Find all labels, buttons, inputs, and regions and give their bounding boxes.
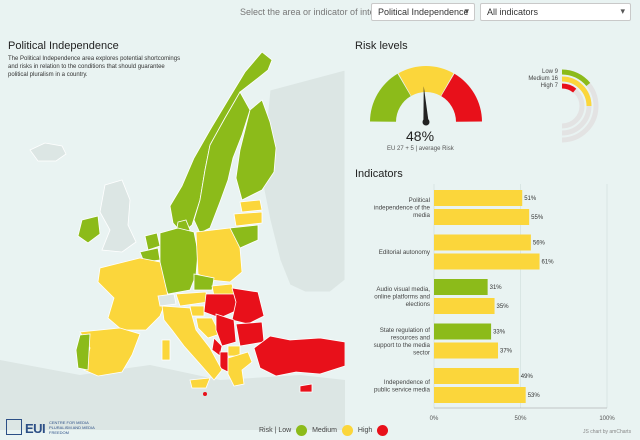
chevron-down-icon: ▾ (620, 6, 625, 16)
indicators-title: Indicators (355, 168, 403, 180)
gauge-hub (422, 118, 430, 126)
x-tick-label: 100% (599, 416, 615, 422)
bar[interactable] (434, 387, 526, 403)
logo-mark (6, 419, 22, 435)
area-select-value: Political Independence (378, 7, 469, 17)
indicator-select-value: All indicators (487, 7, 539, 17)
bar[interactable] (434, 234, 531, 251)
risk-count-rings (561, 69, 599, 143)
ring-label-medium: Medium 16 (528, 76, 558, 82)
map-country-finland[interactable] (235, 99, 277, 201)
x-tick-label: 50% (514, 416, 527, 422)
map-country-portugal[interactable] (75, 333, 91, 371)
legend-low-swatch (296, 425, 308, 436)
ring-low (561, 69, 591, 87)
category-label: Audio visual media, online platforms and e… (374, 286, 430, 308)
chevron-down-icon: ▾ (464, 6, 469, 16)
map-country-romania[interactable] (231, 287, 265, 325)
risk-gauge (370, 66, 482, 126)
bar-value-label: 35% (497, 304, 510, 310)
map-country-norway[interactable] (169, 51, 273, 234)
europe-map[interactable] (0, 30, 345, 430)
map-country-turkey[interactable] (253, 335, 345, 377)
chart-credit: JS chart by amCharts (583, 429, 632, 435)
risk-levels-title: Risk levels (355, 40, 408, 52)
map-country-netherlands[interactable] (144, 232, 161, 251)
map-country-austria[interactable] (175, 291, 209, 307)
map-country-italy[interactable] (161, 305, 223, 381)
bar-value-label: 51% (524, 196, 537, 202)
legend-medium-swatch (341, 425, 353, 436)
bar[interactable] (434, 323, 492, 340)
gauge-needle (423, 86, 429, 123)
gauge-low-segment (370, 73, 411, 122)
x-tick-label: 0% (430, 416, 439, 422)
map-country-croatia[interactable] (195, 317, 221, 339)
ring-high (561, 83, 577, 93)
legend-medium-label: Medium (312, 427, 337, 434)
bar-value-label: 61% (542, 260, 555, 266)
category-label: Independence of public service media (374, 379, 431, 394)
map-description: The Political Independence area explores… (8, 56, 181, 78)
bar-value-label: 31% (490, 285, 503, 291)
map-country-cyprus[interactable] (299, 383, 313, 393)
map-country-estonia[interactable] (239, 199, 263, 213)
ring-medium (561, 76, 592, 107)
indicator-select[interactable]: All indicators ▾ (480, 3, 631, 21)
map-country-iceland[interactable] (29, 142, 67, 162)
map-land-africa (0, 360, 345, 430)
map-country-france[interactable] (97, 257, 169, 331)
ring-label-low: Low 9 (541, 69, 558, 75)
bar[interactable] (434, 190, 523, 206)
indicators-bar-chart: 0% 50% 100% 51% 55% Political independence of … (374, 184, 615, 422)
bar-value-label: 37% (500, 349, 513, 355)
map-country-malta[interactable] (203, 392, 207, 396)
map-country-switzerland[interactable] (157, 293, 177, 307)
map-land-background (261, 69, 345, 293)
map-country-germany[interactable] (159, 227, 199, 295)
ring-track-high (561, 83, 585, 129)
area-select[interactable]: Political Independence ▾ (371, 3, 475, 21)
bar-value-label: 55% (531, 215, 544, 221)
map-country-north-macedonia[interactable] (227, 345, 241, 357)
bar[interactable] (434, 253, 540, 270)
category-label: Political independence of the media (374, 197, 431, 219)
bar[interactable] (434, 279, 488, 295)
gauge-value: 48% (406, 128, 435, 144)
legend-title: Risk (259, 427, 273, 434)
map-country-czechia[interactable] (193, 273, 215, 291)
map-country-sardinia[interactable] (161, 339, 171, 361)
category-label: Editorial autonomy (379, 249, 431, 256)
bar-value-label: 33% (493, 330, 506, 336)
logo-text: EUI (25, 421, 46, 436)
legend-high-label: High (357, 427, 373, 434)
risk-legend: Risk | Low Medium High (259, 425, 391, 436)
map-country-bulgaria[interactable] (235, 321, 265, 347)
logo-subtitle: CENTRE FOR MEDIA PLURALISM AND MEDIA FRE… (49, 420, 95, 435)
map-country-latvia[interactable] (233, 211, 263, 227)
gauge-medium-segment (398, 66, 454, 96)
map-country-sicily[interactable] (189, 377, 211, 389)
legend-high-swatch (377, 425, 389, 436)
bar[interactable] (434, 209, 530, 225)
top-bar: Select the area or indicator of interest… (0, 0, 640, 26)
bar[interactable] (434, 368, 519, 384)
category-label: State regulation of resources and support … (374, 327, 431, 357)
map-title: Political Independence (8, 40, 119, 52)
ring-label-high: High 7 (540, 83, 558, 89)
selector-label: Select the area or indicator of interest (240, 7, 390, 17)
map-country-sweden[interactable] (193, 91, 251, 234)
map-country-serbia[interactable] (215, 313, 237, 347)
gauge-caption: EU 27 + 5 | average Risk (387, 146, 454, 152)
map-country-greece[interactable] (227, 351, 253, 387)
map-country-ireland[interactable] (77, 215, 101, 244)
bar-value-label: 49% (521, 374, 534, 380)
bar[interactable] (434, 342, 499, 359)
map-country-uk[interactable] (99, 179, 137, 253)
bar-value-label: 56% (533, 241, 546, 247)
gauge-high-segment (441, 73, 482, 122)
bar[interactable] (434, 298, 495, 314)
bar-value-label: 53% (528, 393, 541, 399)
legend-low-label: Low (278, 427, 292, 434)
